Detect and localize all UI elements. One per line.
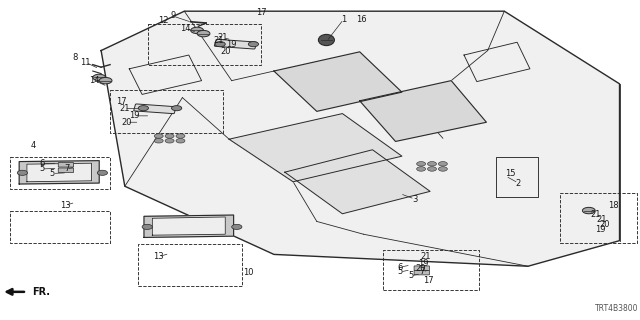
Circle shape <box>438 167 447 171</box>
Polygon shape <box>27 163 92 182</box>
Circle shape <box>232 224 242 229</box>
Text: 17: 17 <box>116 97 127 106</box>
Polygon shape <box>19 161 99 184</box>
Polygon shape <box>360 81 486 141</box>
Text: 19: 19 <box>419 260 429 268</box>
Circle shape <box>176 139 185 143</box>
Text: 21: 21 <box>596 215 607 224</box>
Circle shape <box>248 42 259 47</box>
Circle shape <box>172 106 182 111</box>
Text: 9: 9 <box>170 12 175 20</box>
Text: 21: 21 <box>590 210 600 219</box>
Text: 13: 13 <box>60 201 70 210</box>
Text: 16: 16 <box>356 15 367 24</box>
Text: 6: 6 <box>397 263 403 272</box>
Text: 20: 20 <box>600 220 610 229</box>
FancyBboxPatch shape <box>414 270 429 275</box>
Circle shape <box>165 134 174 138</box>
Text: 10: 10 <box>243 268 253 277</box>
Polygon shape <box>101 11 620 266</box>
Text: 20: 20 <box>220 47 230 56</box>
Circle shape <box>154 139 163 143</box>
Text: 19: 19 <box>595 225 605 234</box>
FancyBboxPatch shape <box>58 163 74 167</box>
Circle shape <box>93 74 106 81</box>
Text: 8: 8 <box>73 53 78 62</box>
Polygon shape <box>229 114 402 182</box>
Circle shape <box>97 170 108 175</box>
FancyBboxPatch shape <box>214 39 257 49</box>
Text: 15: 15 <box>506 169 516 178</box>
Circle shape <box>191 27 204 34</box>
Polygon shape <box>285 150 430 214</box>
Circle shape <box>215 42 225 47</box>
FancyBboxPatch shape <box>134 104 176 114</box>
Text: 21: 21 <box>420 252 431 261</box>
Text: 1: 1 <box>341 15 346 24</box>
Circle shape <box>176 134 185 138</box>
Circle shape <box>154 134 163 138</box>
Circle shape <box>438 162 447 166</box>
Circle shape <box>417 162 426 166</box>
Text: 6: 6 <box>39 159 44 168</box>
Polygon shape <box>274 52 402 111</box>
Circle shape <box>428 162 436 166</box>
Text: 20: 20 <box>122 118 132 127</box>
Circle shape <box>165 139 174 143</box>
Ellipse shape <box>319 34 334 46</box>
Circle shape <box>320 37 333 43</box>
Text: 13: 13 <box>154 252 164 261</box>
Text: 5: 5 <box>39 164 44 173</box>
Text: 5: 5 <box>397 268 403 276</box>
Polygon shape <box>144 215 234 237</box>
Text: 3: 3 <box>412 195 417 204</box>
Polygon shape <box>152 217 225 235</box>
Text: 21: 21 <box>214 36 224 45</box>
Circle shape <box>582 207 595 214</box>
Text: 18: 18 <box>608 201 618 210</box>
Text: 14: 14 <box>180 24 191 33</box>
Circle shape <box>17 170 28 175</box>
Text: 5: 5 <box>50 169 55 178</box>
Text: 7: 7 <box>64 164 69 173</box>
Text: 19: 19 <box>129 111 140 120</box>
Text: 17: 17 <box>256 8 266 17</box>
Circle shape <box>138 106 148 111</box>
Circle shape <box>428 167 436 171</box>
Circle shape <box>142 224 152 229</box>
Text: 17: 17 <box>424 276 434 285</box>
Circle shape <box>417 167 426 171</box>
Text: 7: 7 <box>420 268 425 276</box>
Text: 5: 5 <box>408 271 413 280</box>
Text: 12: 12 <box>158 16 168 25</box>
FancyBboxPatch shape <box>414 266 429 270</box>
Text: 21: 21 <box>218 33 228 42</box>
FancyBboxPatch shape <box>58 168 74 172</box>
Text: TRT4B3800: TRT4B3800 <box>595 304 639 313</box>
Text: 19: 19 <box>227 40 237 49</box>
Text: 11: 11 <box>81 58 91 67</box>
Text: 14: 14 <box>90 76 100 85</box>
Circle shape <box>197 30 210 37</box>
Text: 4: 4 <box>31 141 36 150</box>
Circle shape <box>99 77 112 84</box>
Text: FR.: FR. <box>32 287 50 297</box>
Text: 2: 2 <box>516 179 521 188</box>
Text: 20: 20 <box>416 264 426 273</box>
Text: 21: 21 <box>119 104 129 113</box>
